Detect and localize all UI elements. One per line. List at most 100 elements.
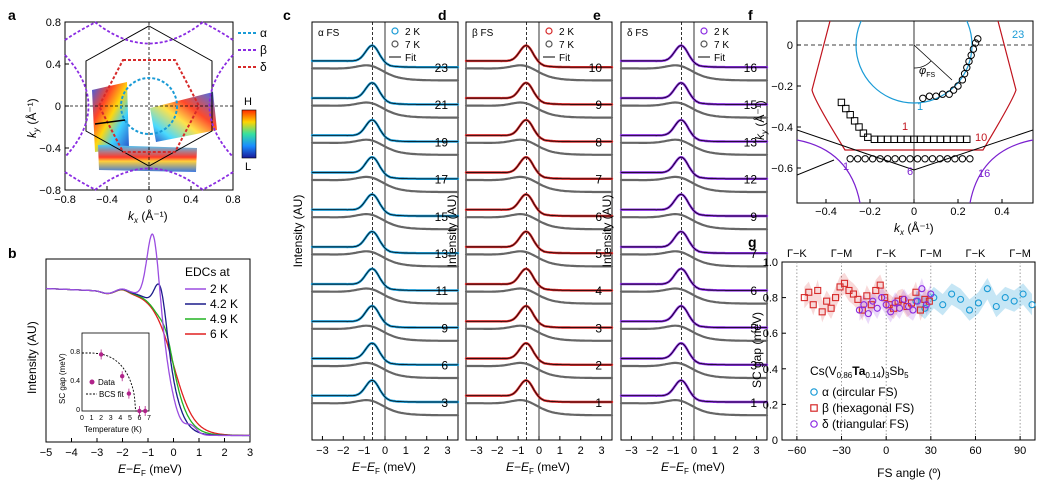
- g-delta-point: [922, 301, 930, 309]
- g-beta-point: [912, 288, 920, 296]
- f-beta-point: [855, 123, 863, 131]
- f-delta-point: [876, 155, 884, 163]
- panel-labels: a b c d e f g: [8, 7, 757, 261]
- panel-f-frame: [796, 20, 1034, 204]
- edc-xtick: 2: [733, 445, 739, 457]
- edc-warm-curve: [619, 250, 769, 268]
- edc-fit-curve: [621, 119, 767, 142]
- f-alpha-arc: [855, 21, 973, 104]
- g-legend-beta: β (hexagonal FS): [822, 401, 914, 415]
- arpes-patch-right: [150, 92, 217, 142]
- f-delta-point: [921, 155, 929, 163]
- edc-warm-curve: [464, 361, 614, 380]
- f-delta-point: [846, 155, 854, 163]
- g-beta-point: [863, 292, 871, 300]
- panel-label-b: b: [8, 245, 17, 261]
- edc-legend-fit: Fit: [714, 53, 725, 64]
- edc-warm-curve: [310, 361, 460, 380]
- g-beta-point: [827, 304, 835, 312]
- edc-ylabel: Intensity (AU): [600, 195, 614, 268]
- edc-xtick: −1: [667, 445, 680, 457]
- edc-legend-warm-marker: [391, 40, 399, 48]
- f-beta-point: [859, 129, 868, 137]
- panel-label-e: e: [593, 7, 601, 23]
- g-delta-point: [896, 304, 904, 312]
- edc-warm-curve: [310, 324, 460, 342]
- edc-xtick: −1: [358, 445, 371, 457]
- edc-warm-curve: [464, 64, 614, 82]
- g-xtick: 60: [969, 445, 981, 457]
- g-legend-delta: δ (triangular FS): [822, 417, 909, 431]
- g-alpha-point: [1010, 297, 1018, 305]
- g-alpha-point: [1001, 294, 1009, 302]
- panel-label-c: c: [283, 7, 291, 23]
- beta-fermi-surface: [97, 59, 201, 153]
- g-delta-point: [913, 297, 921, 305]
- g-alpha-point: [948, 290, 956, 298]
- panel-g-frame: [781, 261, 1036, 441]
- inset-xtick: 2: [99, 415, 103, 422]
- f-annot-alpha-23: 23: [1012, 29, 1024, 41]
- b-legend-title: EDCs at: [185, 265, 230, 279]
- g-beta-point: [881, 294, 889, 302]
- edc-fit-curve: [466, 380, 612, 403]
- f-xtick: 0.2: [950, 206, 965, 218]
- f-delta-point: [928, 155, 937, 163]
- f-delta-point: [966, 155, 974, 163]
- g-beta-point: [832, 294, 840, 302]
- edc-xtick: −2: [491, 445, 504, 457]
- g-top-label: Γ−K: [876, 248, 896, 260]
- a-xlabel: kx (Å⁻¹): [128, 208, 168, 225]
- panel-label-d: d: [438, 7, 447, 23]
- edc-curve-label: 11: [436, 284, 449, 298]
- f-xtick: 0.4: [994, 206, 1009, 218]
- inset-ylabel: SC gap (meV): [58, 353, 67, 404]
- edc-curve-label: 6: [595, 210, 602, 224]
- edc-warm-curve: [464, 324, 614, 342]
- edc-fit-curve: [621, 194, 767, 217]
- g-beta-point: [849, 290, 857, 298]
- edc-fit-curve: [466, 305, 612, 328]
- edc-warm-curve: [464, 287, 614, 305]
- g-beta-point: [840, 279, 849, 287]
- g-delta-point: [860, 301, 868, 309]
- delta-fermi-surface: [64, 21, 234, 191]
- inset-xtick: 4: [118, 415, 122, 422]
- edc-fit-curve: [312, 82, 458, 105]
- edc-curve-label: 9: [441, 321, 448, 335]
- edc-legend-warm: 7 K: [559, 40, 574, 51]
- g-alpha-point: [992, 302, 1000, 311]
- colorbar: [241, 109, 257, 159]
- edc-fit-curve: [621, 45, 767, 68]
- alpha-fermi-surface: [120, 77, 178, 135]
- edc-curve-label: 3: [441, 396, 448, 410]
- f-annot-delta-6: 6: [907, 166, 913, 178]
- b-legend-49k: 4.9 K: [210, 312, 238, 326]
- g-beta-point: [872, 286, 880, 295]
- edc-fit-curve: [466, 82, 612, 105]
- edc-fit-curve: [621, 268, 767, 291]
- panel-b-legend: EDCs at 2 K 4.2 K 4.9 K 6 K: [185, 265, 238, 341]
- edc-fit-curve: [466, 231, 612, 254]
- edc-curve-label: 23: [435, 61, 449, 75]
- edc-fit-curve: [466, 45, 612, 68]
- panel-label-a: a: [8, 7, 16, 23]
- inset-xtick: 7: [147, 415, 151, 422]
- inset-xtick: 0: [80, 415, 84, 422]
- g-alpha-point: [965, 306, 974, 314]
- g-alpha-point: [1028, 301, 1036, 309]
- f-alpha-point: [919, 94, 927, 103]
- edc-xtick: 3: [599, 445, 605, 457]
- edc-fit-curve: [621, 342, 767, 366]
- g-beta-point: [854, 295, 862, 303]
- edc-xtick: −2: [337, 445, 350, 457]
- edc-legend-warm-marker: [545, 40, 553, 48]
- edc-xtick: 2: [424, 445, 430, 457]
- edc-fit-curve: [621, 380, 767, 403]
- g-delta-point: [904, 302, 913, 311]
- f-annot-beta-10: 10: [975, 132, 987, 144]
- b-legend-6k: 6 K: [210, 327, 228, 341]
- edc-panel-title: β FS: [472, 28, 494, 39]
